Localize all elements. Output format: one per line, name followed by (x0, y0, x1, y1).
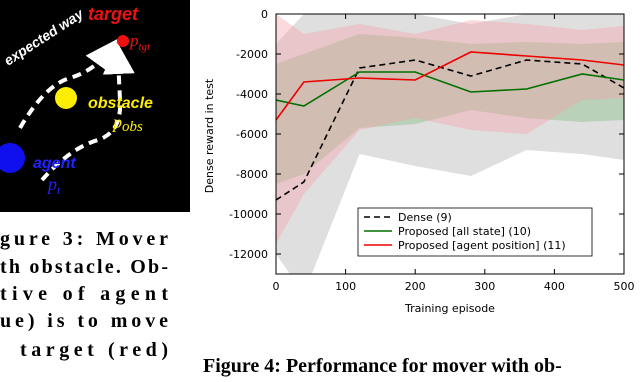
y-tick-label: -10000 (229, 208, 268, 221)
series-line (276, 71, 624, 107)
plot-frame (275, 13, 625, 275)
legend-box (357, 207, 593, 257)
y-tick-label: -6000 (236, 128, 268, 141)
target-dot (117, 35, 129, 47)
agent-dot (0, 143, 25, 173)
caption-line: target (red) (20, 339, 168, 361)
legend-label: Proposed [agent position] (11) (398, 239, 566, 252)
figure-3-caption: gure 3: Mover th obstacle. Ob-tive of age… (0, 228, 168, 361)
y-tick-label: -8000 (236, 168, 268, 181)
caption-line: ue) is to move (0, 310, 168, 332)
x-tick-label: 300 (474, 280, 495, 293)
p-obs: pobs (111, 112, 143, 135)
p-t: pt (46, 174, 61, 197)
x-tick-label: 400 (544, 280, 565, 293)
y-tick-label: -4000 (236, 88, 268, 101)
x-tick-label: 100 (335, 280, 356, 293)
obstacle-dot (55, 87, 77, 109)
x-tick-label: 0 (273, 280, 280, 293)
series-line (276, 51, 624, 121)
symbol: p (129, 31, 139, 50)
arrow (40, 42, 135, 182)
caption-line: th obstacle. Ob- (0, 256, 168, 278)
chart: 0 -2000 -4000 -6000 -8000 -10000 -12000 0 100 200… (203, 8, 635, 315)
legend-label: Proposed [all state] (10) (398, 225, 531, 238)
series-line (276, 59, 624, 201)
obstacle-label: obstacle (88, 95, 153, 112)
x-axis-label: Training episode (404, 302, 495, 315)
symbol: p (111, 112, 122, 132)
subscript: tgt (139, 41, 152, 53)
caption-line: gure 3: Mover (0, 228, 168, 250)
error-band (276, 14, 624, 274)
y-tick-label: 0 (261, 8, 268, 21)
p-tgt: ptgt (129, 31, 151, 53)
x-tick-label: 200 (405, 280, 426, 293)
agent-label: agent (33, 155, 76, 172)
legend-label: Dense (9) (398, 211, 452, 224)
y-tick-label: -2000 (236, 48, 268, 61)
subscript: obs (122, 119, 143, 135)
figure-3: target ptgt expected way obstacle pobs a… (0, 0, 190, 212)
y-tick-label: -12000 (229, 248, 268, 261)
figure-4-caption: Figure 4: Performance for mover with ob- (203, 355, 562, 377)
figure-3-panel (0, 0, 190, 212)
plot-area (276, 14, 624, 274)
y-axis-label: Dense reward in test (203, 78, 216, 193)
symbol: p (46, 174, 57, 194)
caption-line: tive of agent (0, 283, 168, 305)
target-label: target (88, 4, 139, 24)
subscript: t (57, 183, 61, 197)
arrow (18, 39, 118, 130)
x-tick-label: 500 (614, 280, 635, 293)
